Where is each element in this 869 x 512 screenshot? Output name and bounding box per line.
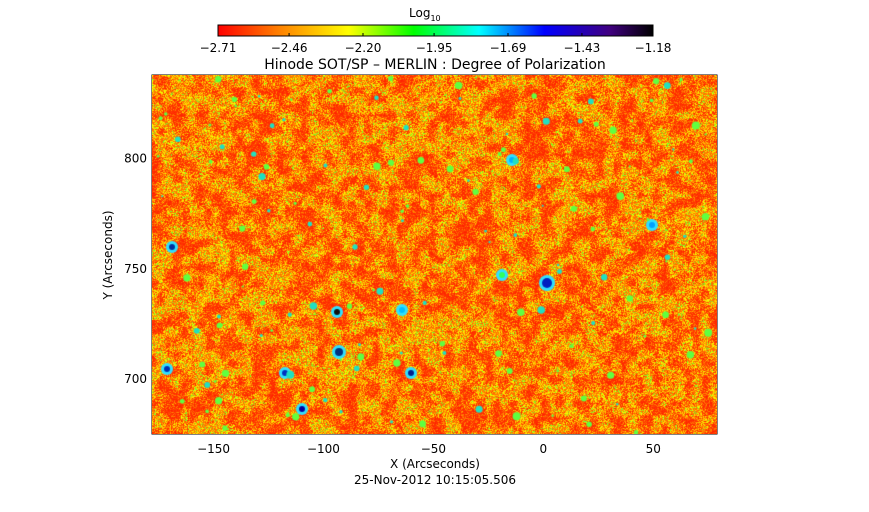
colorbar-tick-label: −1.69 xyxy=(490,41,527,55)
x-tick-label: −50 xyxy=(421,442,446,456)
x-tick-label: 50 xyxy=(646,442,661,456)
colorbar-tick-label: −1.18 xyxy=(635,41,672,55)
colorbar-tick-label: −2.71 xyxy=(200,41,237,55)
polarization-heatmap xyxy=(152,75,717,434)
y-tick-label: 700 xyxy=(124,372,147,386)
chart-title: Hinode SOT/SP – MERLIN : Degree of Polar… xyxy=(264,57,606,73)
x-tick-label: 0 xyxy=(540,442,548,456)
colorbar-tick-label: −1.95 xyxy=(416,41,453,55)
y-tick-label: 800 xyxy=(124,152,147,166)
colorbar-ticks: −2.71 −2.46 −2.20 −1.95 −1.69 −1.43 −1.18 xyxy=(200,33,672,55)
colorbar-tick-label: −2.20 xyxy=(345,41,382,55)
colorbar xyxy=(217,24,654,37)
colorbar-tick-label: −2.46 xyxy=(271,41,308,55)
x-tick-label: −100 xyxy=(307,442,340,456)
timestamp: 25-Nov-2012 10:15:05.506 xyxy=(354,473,516,487)
x-tick-label: −150 xyxy=(197,442,230,456)
colorbar-tick-label: −1.43 xyxy=(564,41,601,55)
x-axis-label: X (Arcseconds) xyxy=(390,457,480,471)
axis-ticks: −150 −100 −50 0 50 700 750 800 xyxy=(124,75,717,456)
colorbar-label: Log10 xyxy=(409,6,441,23)
y-axis-label: Y (Arcseconds) xyxy=(101,210,115,300)
y-tick-label: 750 xyxy=(124,262,147,276)
